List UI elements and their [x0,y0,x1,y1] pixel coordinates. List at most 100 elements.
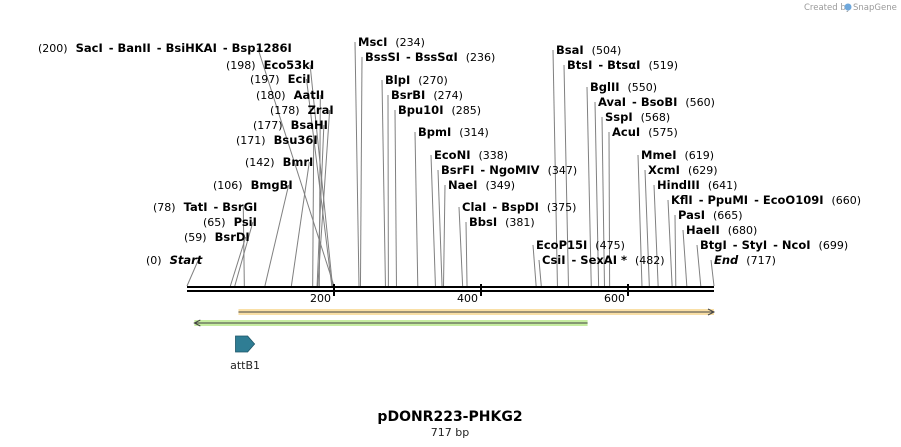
tick-label: 200 [310,292,331,305]
label-part: (180) [256,89,286,102]
label-part: KflI [671,193,693,207]
label-part: BsaHI [291,118,328,132]
label-part: BlpI [385,73,410,87]
label-part: PsiI [234,215,257,229]
snapgene-logo-icon [844,3,852,11]
label-part: (0) [146,254,162,267]
label-part: - [157,41,162,55]
label-part: (519) [648,59,678,72]
label-part: - [572,253,577,267]
label-part: AatII [294,88,325,102]
leader-line [637,154,643,287]
leader-line [653,184,659,287]
label-part: - [754,193,759,207]
label-part: SexAI * [580,253,627,267]
site-label: EcoP15I (475) [536,238,625,252]
label-part: - [773,238,778,252]
feature-attB1[interactable]: attB1 [230,335,260,372]
snapgene-credit: Created by SnapGene [804,3,897,13]
track-arrowhead [707,308,716,316]
label-part: ZraI [308,103,334,117]
label-part: BssSαI [415,50,458,64]
label-part: BsrGI [222,200,257,214]
label-part: (177) [253,119,283,132]
feature-tracks [193,308,716,327]
label-part: BsoBI [641,95,678,109]
site-label: BglII (550) [590,80,657,94]
label-part: Start [170,253,203,267]
leader-line [443,184,446,287]
leader-line [563,64,569,287]
leader-line [229,236,247,287]
label-part: (375) [547,201,577,214]
site-label: BlpI (270) [385,73,448,87]
label-part: NaeI [448,178,477,192]
label-part: MscI [358,35,387,49]
label-part: PpuMI [708,193,749,207]
label-part: (660) [832,194,862,207]
label-part: BbsI [469,215,497,229]
leader-line [257,47,335,287]
label-part: HindIII [657,178,700,192]
label-part: - [214,200,219,214]
leader-line [354,41,360,287]
label-part: - [109,41,114,55]
label-part: (550) [628,81,658,94]
leader-line [186,259,199,287]
site-label: HaeII (680) [686,223,757,237]
dna-backbone [187,286,714,292]
label-part: BssSI [365,50,400,64]
leader-lines [186,41,715,287]
site-label: EcoNI (338) [434,148,508,162]
site-label: NaeI (349) [448,178,515,192]
label-part: (171) [236,134,266,147]
label-part: - [598,58,603,72]
green-range-track [193,319,588,327]
site-label: Bpu10I (285) [398,103,481,117]
leader-line [312,139,315,287]
label-part: (198) [226,59,256,72]
site-label: (142) BmrI [245,155,313,169]
site-label: BbsI (381) [469,215,535,229]
label-part: - [699,193,704,207]
label-part: BsiHKAI [166,41,217,55]
label-part: (200) [38,42,68,55]
label-part: (274) [433,89,463,102]
label-part: (234) [395,36,425,49]
site-label: ClaI - BspDI (375) [462,200,576,214]
leader-line [667,199,673,287]
label-part: ClaI [462,200,486,214]
leader-line [394,109,397,287]
label-part: PasI [678,208,705,222]
label-part: BsrBI [391,88,425,102]
feature-arrow-icon[interactable] [235,335,256,353]
label-part: BtsI [567,58,592,72]
label-part: EcoO109I [763,193,824,207]
label-part: SspI [605,110,633,124]
site-label: KflI - PpuMI - EcoO109I (660) [671,193,861,207]
label-part: HaeII [686,223,720,237]
label-part: CsiI [542,253,566,267]
site-label: BtsI - BtsαI (519) [567,58,678,72]
label-part: (680) [728,224,758,237]
label-part: - [223,41,228,55]
site-label: XcmI (629) [648,163,718,177]
label-part: (381) [505,216,535,229]
label-part: EcoNI [434,148,470,162]
orange-range-track [238,308,716,316]
site-label: (198) Eco53kI [226,58,314,72]
leader-line [359,56,363,287]
label-part: BmrI [283,155,314,169]
label-part: (629) [688,164,718,177]
label-part: (314) [459,126,489,139]
leader-line [552,49,558,287]
site-label: (180) AatII [256,88,324,102]
label-part: BtsαI [607,58,640,72]
label-part: MmeI [641,148,677,162]
site-label: BsaI (504) [556,43,621,57]
site-label: BssSI - BssSαI (236) [365,50,495,64]
site-label: MmeI (619) [641,148,714,162]
leader-line [538,259,542,287]
site-label: (171) Bsu36I [236,133,318,147]
